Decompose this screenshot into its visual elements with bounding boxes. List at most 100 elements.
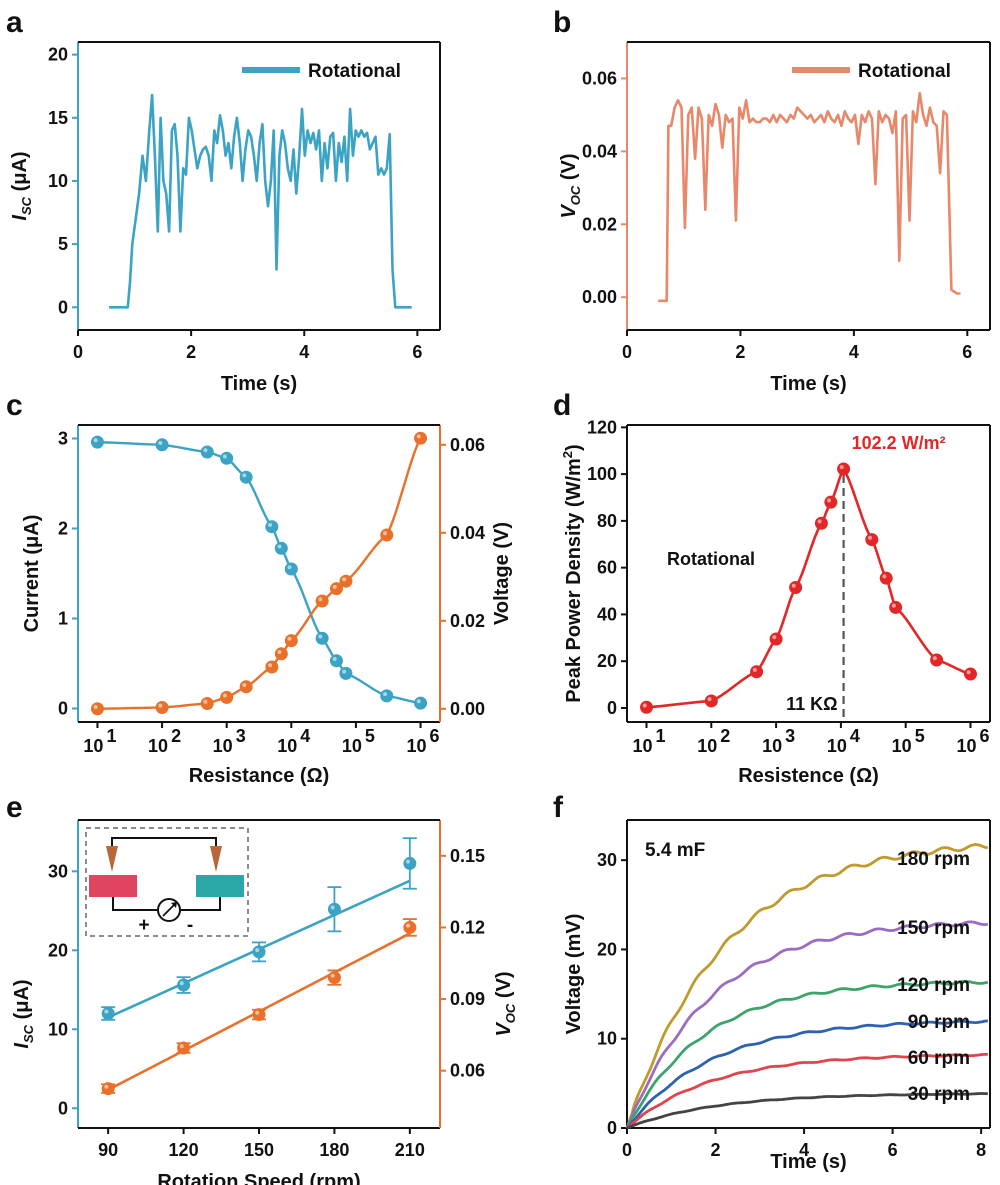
current-point (239, 470, 253, 484)
voltage-point (339, 574, 353, 588)
y2-label-unit: (V) (493, 971, 515, 1003)
current-point (274, 541, 288, 555)
current-point-shine (332, 657, 337, 661)
axes-frame (77, 424, 441, 723)
y-label-main: I (11, 1043, 33, 1049)
x-tick-exponent: 4 (850, 726, 860, 746)
voltage-point-shine (158, 703, 163, 708)
y-tick-label: 100 (587, 464, 617, 484)
y-tick-label: 0 (58, 1098, 68, 1118)
power-point (865, 533, 879, 547)
left-electrode (89, 875, 137, 897)
voltage-point (177, 1041, 191, 1055)
x-tick-label: 8 (976, 1140, 986, 1160)
x-tick-label: 2 (711, 1140, 721, 1160)
voltage-point (315, 594, 329, 608)
minus-sign: - (187, 915, 193, 936)
voltage-point-shine (93, 705, 98, 709)
voltage-point (403, 920, 417, 934)
peak-annotation: 102.2 W/m² (852, 433, 946, 453)
voltage-point (265, 660, 279, 674)
power-point (789, 581, 803, 595)
voltage-point (90, 702, 104, 716)
y-label-sup: 2 (560, 451, 575, 458)
right-tip (210, 846, 222, 872)
x-tick-label: 180 (319, 1140, 349, 1160)
power-point-shine (707, 697, 712, 702)
y2-tick-label: 0.09 (450, 989, 485, 1009)
y-tick-label: 3 (58, 429, 68, 449)
x-tick-exponent: 2 (720, 726, 730, 746)
power-point (824, 495, 838, 509)
charge-curve-4 (626, 1052, 988, 1130)
voltage-point-shine (332, 584, 337, 589)
axes-frame (77, 819, 441, 1129)
curve-label-1: 150 rpm (897, 918, 970, 939)
panel-b: b 0 2 4 6 0.00 0.02 0.04 0.06 Rotational Time (s) V… (553, 6, 991, 395)
panel-f: f 0 2 4 6 8 0 10 20 30 180 rpm 150 rpm 120 rpm 90 rpm… (553, 791, 991, 1173)
y-tick-label: 1 (58, 609, 68, 629)
panel-letter-c: c (6, 389, 23, 422)
y-axis-label: ISC (μA) (11, 979, 36, 1048)
y2-tick-label: 0.02 (450, 611, 485, 631)
series-line-a (109, 93, 412, 309)
current-point (329, 654, 343, 668)
power-point (769, 632, 783, 646)
voltage-point-shine (104, 1084, 109, 1089)
power-point (930, 653, 944, 667)
power-point-shine (891, 603, 896, 608)
y2-tick-label: 0.12 (450, 917, 485, 937)
power-point-shine (868, 535, 873, 540)
y-label-sub: OC (568, 185, 583, 205)
x-tick-label: 10 (342, 736, 362, 756)
current-point-shine (203, 448, 208, 453)
y-tick-label: 20 (48, 45, 68, 65)
current-point-shine (104, 1009, 109, 1014)
x-axis-label: Resistance (Ω) (189, 765, 330, 787)
y-tick-label: 20 (48, 940, 68, 960)
axes-frame (626, 819, 991, 1129)
y2-label-main: V (493, 1022, 515, 1037)
current-point-shine (406, 859, 411, 864)
voltage-point-shine (287, 636, 292, 641)
x-tick-label: 10 (956, 736, 976, 756)
voltage-point-shine (416, 434, 421, 439)
y2-axis-label: VOC (V) (493, 971, 518, 1036)
y-tick-label: 0 (58, 699, 68, 719)
x-tick-label: 10 (407, 736, 427, 756)
x-tick-label: 10 (277, 736, 297, 756)
power-point-shine (772, 635, 777, 640)
panel-letter-f: f (553, 791, 564, 824)
power-point (814, 516, 828, 530)
inset-top-wire (111, 837, 217, 846)
x-tick-label: 6 (888, 1140, 898, 1160)
current-point (220, 451, 234, 465)
y-tick-label: 0.02 (582, 214, 617, 234)
y-label-end: ) (563, 444, 585, 451)
y-axis-label: Current (μA) (21, 515, 43, 633)
power-point-shine (817, 519, 822, 524)
x-tick-label: 6 (412, 342, 422, 362)
resistance-annotation: 11 KΩ (786, 694, 837, 714)
voltage-point-shine (242, 683, 247, 687)
y-tick-label: 0 (58, 297, 68, 317)
y-tick-label: 10 (48, 1019, 68, 1039)
panel-letter-e: e (6, 791, 23, 824)
voltage-point (414, 431, 428, 445)
power-point-shine (966, 670, 971, 675)
curve-label-0: 180 rpm (897, 849, 970, 870)
voltage-point-shine (406, 923, 411, 928)
y-tick-label: 30 (597, 850, 617, 870)
y-tick-label: 0 (607, 698, 617, 718)
y-tick-label: 120 (587, 417, 617, 437)
y-tick-label: 30 (48, 861, 68, 881)
y-tick-label: 5 (58, 234, 68, 254)
panel-letter-d: d (553, 389, 571, 422)
charge-curve-5 (626, 1092, 988, 1130)
x-tick-label: 150 (244, 1140, 274, 1160)
current-point-shine (268, 522, 273, 527)
x-axis-label: Time (s) (770, 373, 846, 395)
current-point-shine (330, 905, 335, 910)
current-point (155, 438, 169, 452)
